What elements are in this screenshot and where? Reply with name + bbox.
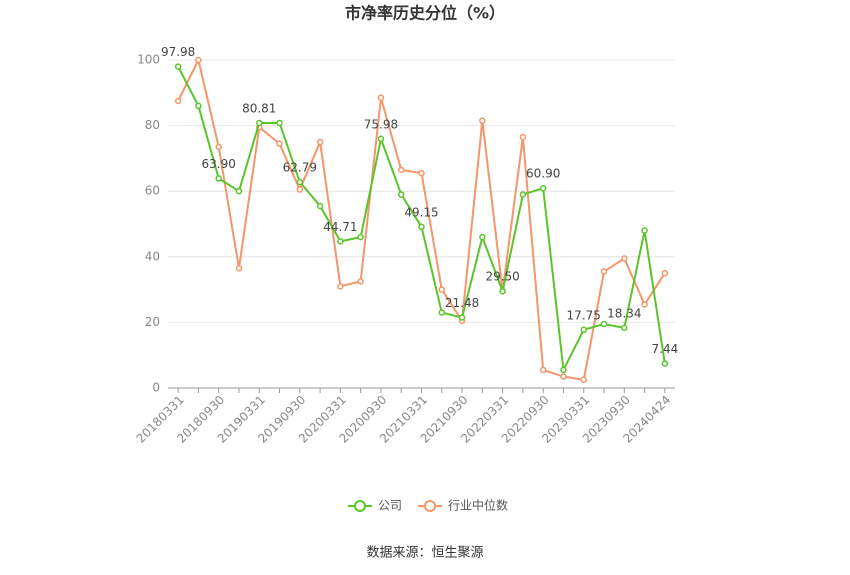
legend-label: 行业中位数	[448, 498, 508, 513]
data-label: 63.90	[202, 157, 236, 171]
point	[397, 191, 405, 198]
point	[438, 309, 446, 316]
point	[357, 278, 364, 285]
point	[174, 97, 182, 105]
source: 数据来源：恒生聚源	[366, 546, 483, 561]
data-label: 29.50	[485, 270, 519, 284]
point	[600, 320, 608, 328]
point	[580, 326, 587, 334]
point	[337, 283, 344, 290]
point	[499, 287, 506, 295]
point	[621, 255, 628, 262]
point	[235, 265, 243, 272]
point	[215, 175, 222, 182]
y-tick-label: 60	[145, 184, 160, 198]
point	[397, 166, 405, 174]
point	[174, 63, 182, 70]
point	[235, 187, 243, 195]
data-label: 44.71	[323, 220, 357, 234]
legend-marker	[354, 500, 366, 512]
point	[519, 133, 527, 141]
point	[458, 314, 466, 321]
data-label: 97.98	[161, 45, 195, 59]
point	[276, 140, 283, 147]
data-label: 62.79	[283, 161, 317, 175]
point	[316, 138, 324, 146]
point	[641, 227, 648, 234]
point	[377, 135, 385, 143]
chart-title: 市净率历史分位（%）	[345, 4, 505, 23]
point	[479, 117, 486, 124]
point	[479, 233, 486, 241]
point	[418, 169, 425, 177]
data-label: 7.44	[652, 342, 679, 356]
point	[539, 366, 547, 374]
point	[296, 186, 304, 193]
point	[215, 143, 222, 151]
y-tick-label: 80	[145, 118, 160, 132]
point	[256, 119, 263, 127]
point	[661, 269, 669, 277]
legend-label: 公司	[378, 499, 402, 513]
data-label: 75.98	[364, 117, 398, 131]
data-label: 17.75	[567, 308, 601, 322]
point	[316, 202, 324, 210]
point	[621, 324, 628, 332]
point	[661, 360, 669, 367]
point	[560, 366, 567, 374]
point	[519, 191, 527, 198]
data-label: 49.15	[404, 205, 438, 219]
legend-marker	[424, 500, 436, 512]
point	[580, 376, 587, 384]
y-tick-label: 20	[145, 315, 160, 329]
point	[296, 178, 304, 186]
point	[418, 223, 425, 231]
data-label: 18.34	[607, 306, 641, 320]
point	[539, 184, 547, 192]
point	[195, 56, 202, 64]
y-tick-label: 40	[145, 249, 160, 263]
point	[276, 119, 283, 127]
data-label: 60.90	[526, 167, 560, 181]
data-label: 80.81	[242, 101, 276, 115]
point	[438, 286, 446, 293]
point	[337, 238, 344, 245]
point	[600, 268, 608, 275]
point	[357, 233, 364, 241]
point	[195, 102, 202, 110]
point	[641, 301, 648, 308]
y-tick-label: 0	[152, 381, 160, 395]
data-label: 21.48	[445, 296, 479, 310]
point	[560, 373, 567, 380]
y-tick-label: 100	[137, 53, 160, 67]
point	[377, 94, 385, 101]
